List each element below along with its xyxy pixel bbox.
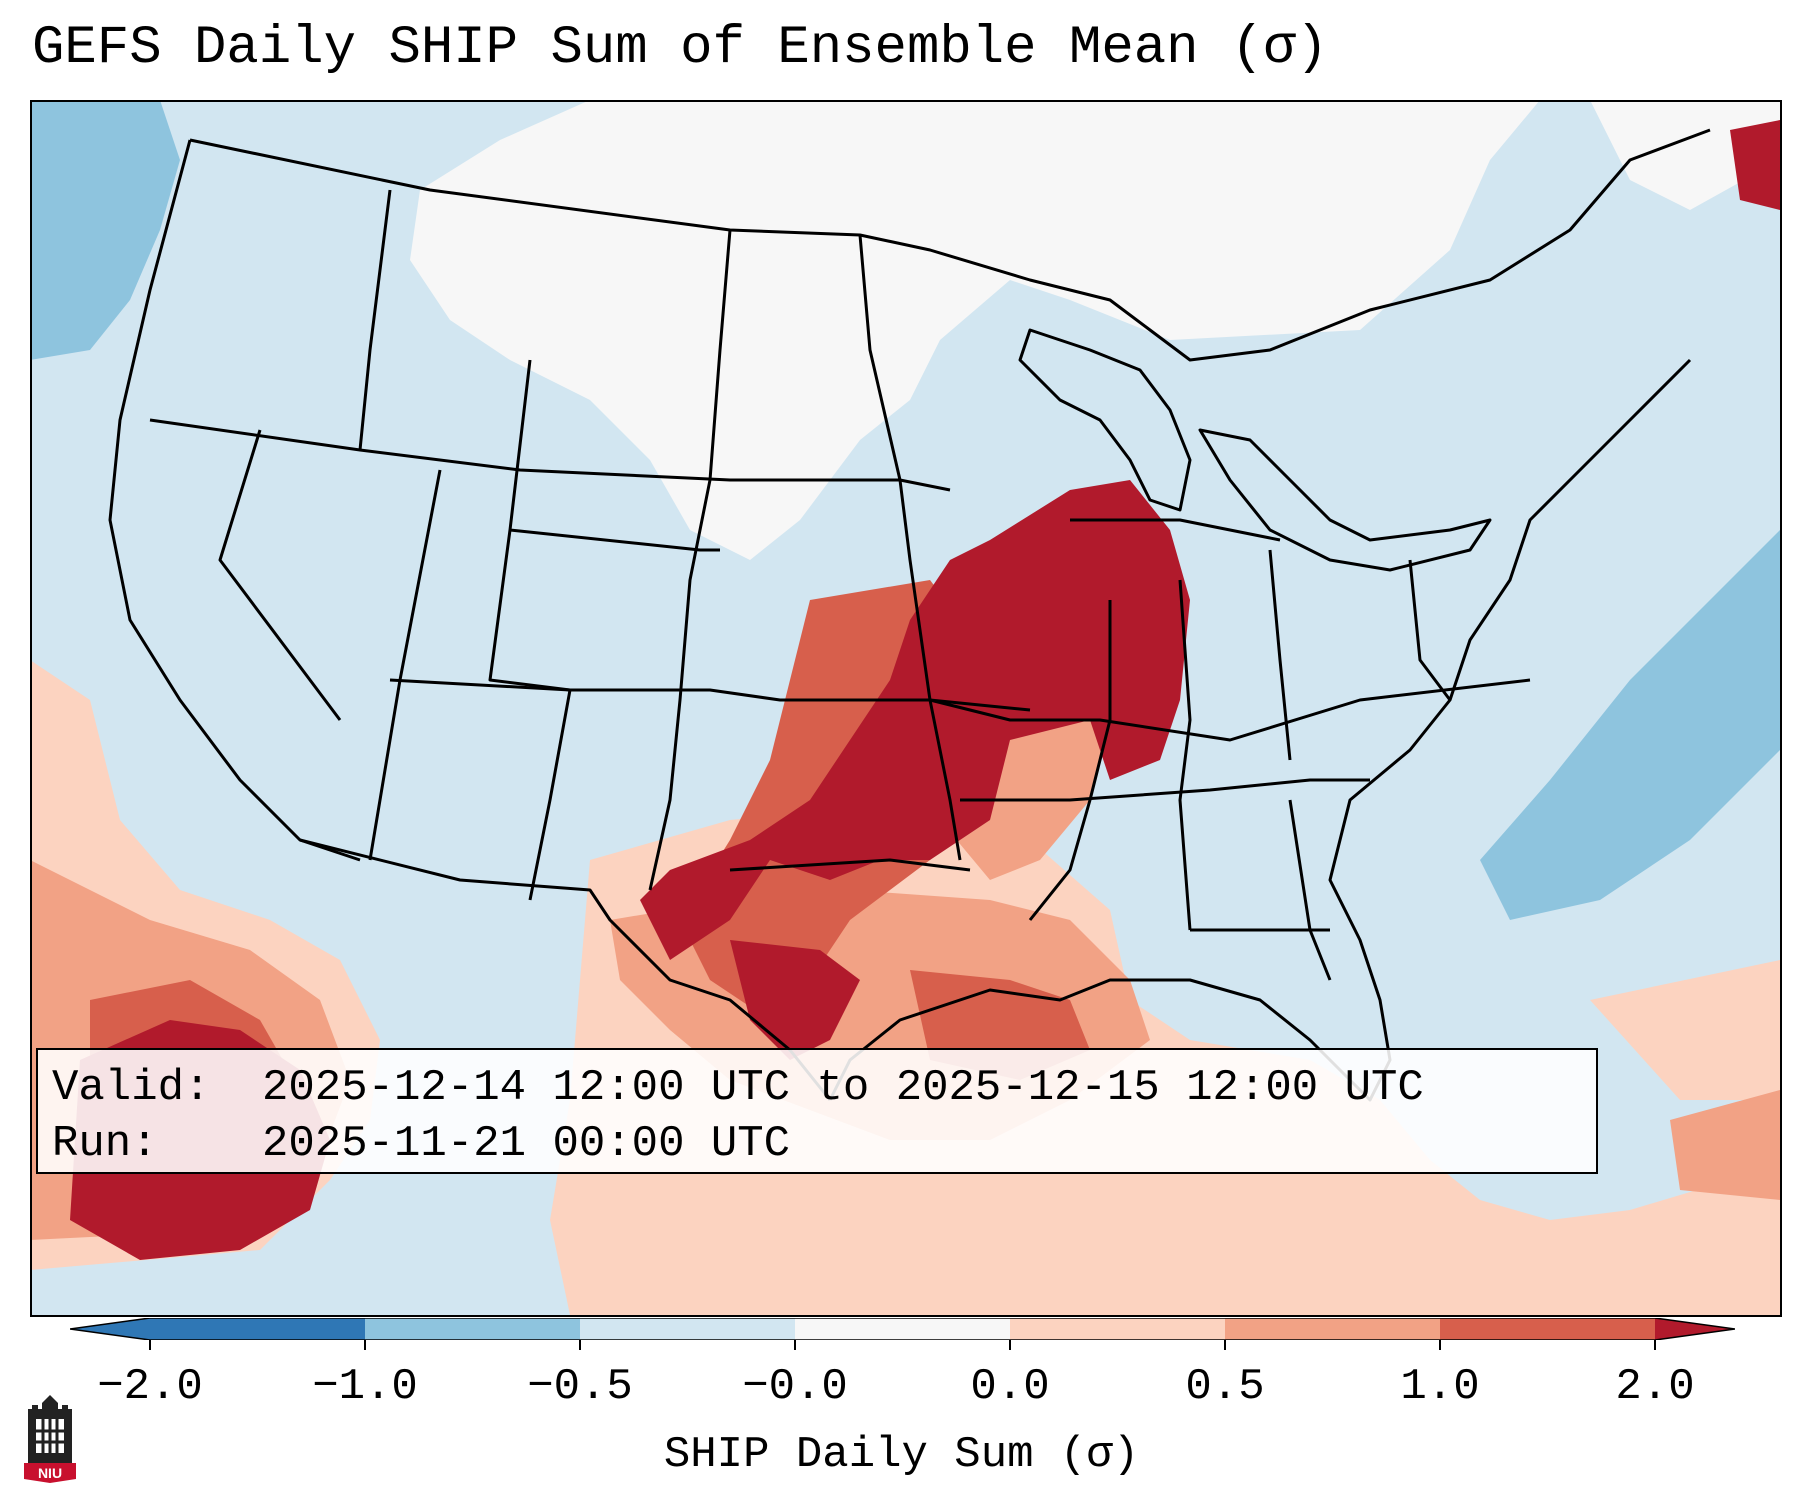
colorbar-tick-label: −0.5 <box>527 1362 633 1412</box>
colorbar-tick-label: 2.0 <box>1615 1362 1695 1412</box>
colorbar-segment <box>1010 1318 1225 1340</box>
valid-row: Valid: 2025-12-14 12:00 UTC to 2025-12-15… <box>52 1060 1582 1116</box>
boundary-lines <box>108 128 1711 1102</box>
colorbar-segment <box>795 1318 1010 1340</box>
colorbar-extend-low <box>70 1318 150 1340</box>
colorbar-tick-label: 0.0 <box>970 1362 1050 1412</box>
colorbar-tick <box>1654 1340 1656 1350</box>
field-neutral-patches <box>410 100 1780 560</box>
colorbar-tick-label: 1.0 <box>1400 1362 1480 1412</box>
colorbar-tick <box>1224 1340 1226 1350</box>
run-value: 2025-11-21 00:00 UTC <box>262 1119 791 1169</box>
valid-label: Valid: <box>52 1063 211 1113</box>
colorbar-tick-label: 0.5 <box>1185 1362 1265 1412</box>
colorbar-segment <box>365 1318 580 1340</box>
chart-title: GEFS Daily SHIP Sum of Ensemble Mean (σ) <box>32 18 1329 79</box>
colorbar-tick <box>794 1340 796 1350</box>
logo-text: NIU <box>38 1465 62 1481</box>
valid-value: 2025-12-14 12:00 UTC to 2025-12-15 12:00… <box>262 1063 1424 1113</box>
colorbar-tick-label: −1.0 <box>312 1362 418 1412</box>
colorbar <box>70 1318 1735 1340</box>
colorbar-segment <box>1225 1318 1440 1340</box>
colorbar-segment <box>580 1318 795 1340</box>
run-label: Run: <box>52 1119 158 1169</box>
field-negative-patches <box>30 100 1780 920</box>
colorbar-tick-label: −0.0 <box>742 1362 848 1412</box>
colorbar-tick <box>364 1340 366 1350</box>
colorbar-tick <box>579 1340 581 1350</box>
colorbar-label: SHIP Daily Sum (σ) <box>663 1430 1140 1480</box>
colorbar-tick <box>149 1340 151 1350</box>
colorbar-tick <box>1439 1340 1441 1350</box>
colorbar-extend-high <box>1655 1318 1735 1340</box>
valid-run-info-box: Valid: 2025-12-14 12:00 UTC to 2025-12-15… <box>36 1048 1598 1174</box>
colorbar-segment <box>1440 1318 1655 1340</box>
colorbar-tick <box>1009 1340 1011 1350</box>
colorbar-segment <box>150 1318 365 1340</box>
university-tower-icon: NIU <box>24 1395 76 1483</box>
colorbar-tick-label: −2.0 <box>97 1362 203 1412</box>
run-row: Run: 2025-11-21 00:00 UTC <box>52 1116 1582 1172</box>
